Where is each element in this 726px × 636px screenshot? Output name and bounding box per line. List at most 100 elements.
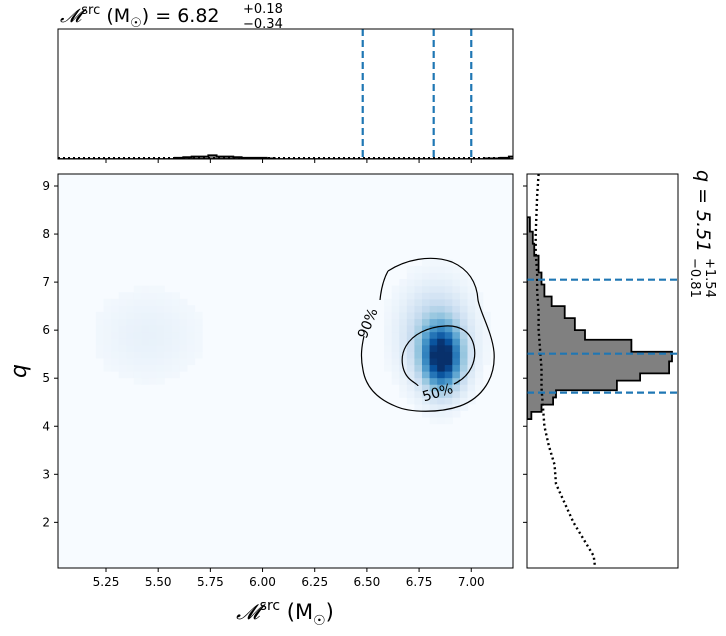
density-cell	[475, 292, 484, 300]
density-cell	[475, 325, 484, 333]
density-cell	[391, 357, 400, 366]
density-cell	[95, 331, 105, 339]
density-cell	[118, 344, 127, 352]
density-cell	[384, 325, 393, 333]
density-cell	[141, 331, 150, 339]
density-cell	[444, 305, 453, 313]
density-cell	[429, 265, 438, 274]
density-cell	[414, 344, 423, 352]
density-cell	[384, 305, 393, 313]
density-cell	[179, 351, 188, 359]
density-cell	[444, 279, 453, 287]
density-cell	[133, 305, 143, 313]
density-cell	[126, 344, 135, 352]
density-cell	[467, 292, 476, 300]
density-cell	[444, 285, 453, 293]
density-cell	[133, 285, 143, 293]
density-cell	[459, 403, 469, 411]
density-cell	[444, 265, 453, 274]
density-cell	[171, 311, 180, 320]
density-cell	[459, 331, 469, 339]
density-cell	[103, 298, 112, 306]
credible-contours	[360, 257, 495, 412]
density-cell	[444, 259, 453, 267]
density-cell	[186, 311, 196, 320]
density-cell	[103, 305, 112, 313]
density-cell	[133, 344, 143, 352]
y-tick-label: 9	[42, 179, 50, 193]
density-cell	[399, 344, 408, 352]
density-cell	[171, 364, 180, 372]
density-cell	[482, 311, 491, 320]
density-cell	[156, 318, 165, 326]
density-cell	[141, 371, 150, 379]
density-cell	[126, 305, 135, 313]
density-cell	[384, 364, 393, 372]
density-cell	[406, 325, 416, 333]
density-cell	[179, 338, 188, 346]
density-cell	[149, 325, 158, 333]
density-cell	[384, 351, 393, 359]
density-cell	[179, 364, 188, 372]
density-cell	[111, 325, 120, 333]
density-cell	[149, 311, 158, 320]
density-cell	[467, 325, 476, 333]
density-cell	[391, 325, 400, 333]
density-cell	[414, 305, 423, 313]
density-cell	[384, 311, 393, 320]
density-cell	[475, 318, 484, 326]
density-cell	[179, 318, 188, 326]
density-cell	[186, 344, 196, 352]
density-cell	[141, 325, 150, 333]
density-cell	[171, 344, 180, 352]
density-cell	[475, 357, 484, 366]
density-cell	[133, 292, 143, 300]
density-cell	[103, 311, 112, 320]
density-cell	[399, 331, 408, 339]
density-cell	[171, 298, 180, 306]
density-cell	[171, 305, 180, 313]
density-cell	[171, 318, 180, 326]
density-cell	[399, 305, 408, 313]
density-cell	[164, 364, 173, 372]
density-cell	[149, 318, 158, 326]
density-cell	[384, 338, 393, 346]
density-cell	[422, 384, 431, 392]
density-cell	[452, 351, 461, 359]
density-cell	[391, 364, 400, 372]
density-cell	[118, 298, 127, 306]
joint-density-panel: 90% 50% 5.25 5.50 5.75 6.00 6.25 6.50 6.75 7.00…	[42, 173, 514, 589]
density-cell	[429, 364, 438, 372]
density-cell	[444, 292, 453, 300]
density-cell	[391, 292, 400, 300]
density-cell	[475, 364, 484, 372]
y-tick-label: 7	[42, 275, 50, 289]
density-cell	[171, 338, 180, 346]
density-cell	[179, 325, 188, 333]
density-cell	[133, 371, 143, 379]
q-histogram	[527, 216, 673, 420]
density-cell	[156, 311, 165, 320]
density-cell	[171, 292, 180, 300]
density-cell	[429, 311, 438, 320]
density-cell	[437, 305, 446, 313]
density-cell	[422, 351, 431, 359]
density-cell	[164, 357, 173, 366]
density-cell	[384, 344, 393, 352]
density-cell	[171, 351, 180, 359]
density-cell	[459, 338, 469, 346]
y-axis-label: q	[7, 364, 32, 378]
q-title: q = 5.51 +1.54 −0.81	[687, 170, 717, 298]
contour-90	[360, 257, 495, 412]
density-cell	[437, 311, 446, 320]
density-cell	[429, 397, 438, 405]
density-cell	[437, 331, 446, 339]
density-cell	[459, 371, 469, 379]
density-cell	[422, 311, 431, 320]
x-axis-label: 𝓜src (M☉)	[236, 598, 334, 629]
density-cell	[126, 292, 135, 300]
density-cell	[406, 318, 416, 326]
density-cell	[126, 325, 135, 333]
density-cell	[111, 311, 120, 320]
